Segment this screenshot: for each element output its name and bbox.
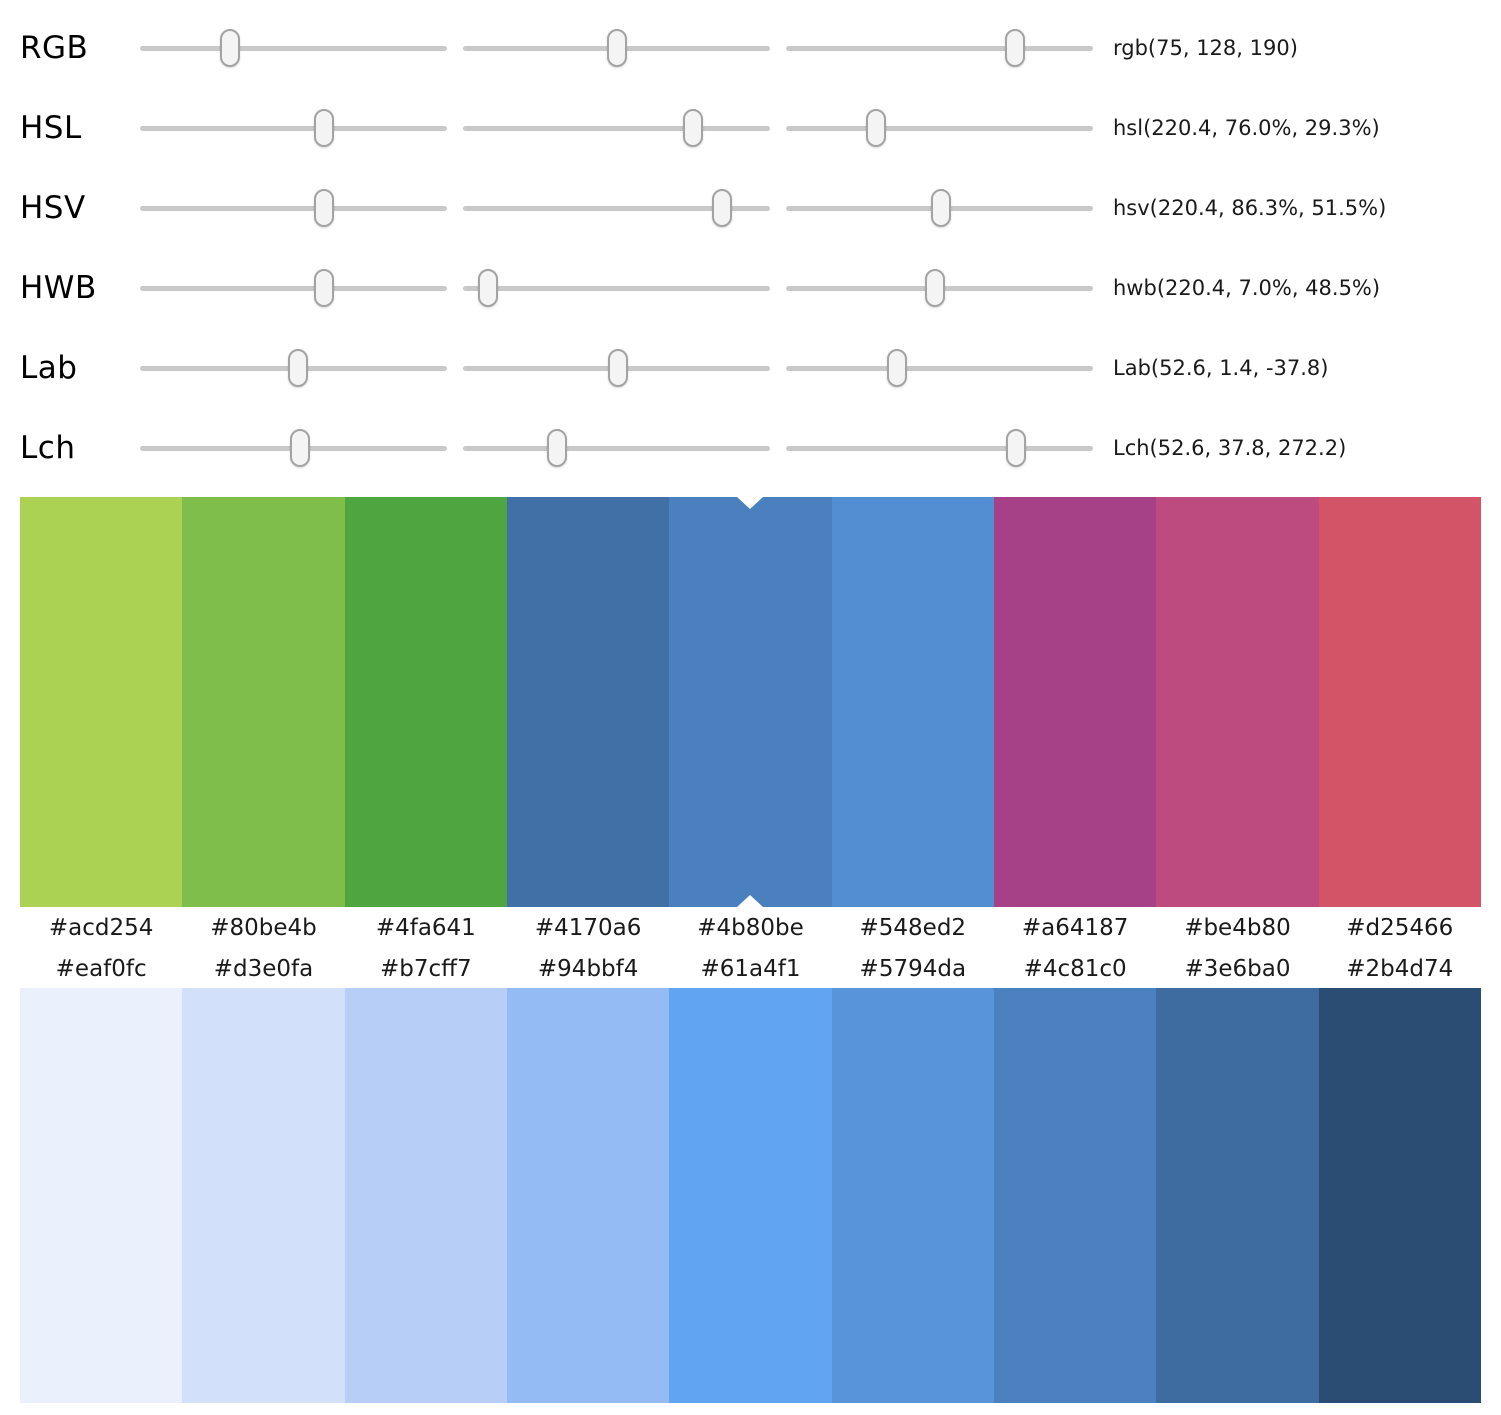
hex-label: #4170a6 xyxy=(534,915,642,941)
slider-track[interactable] xyxy=(786,366,1093,371)
slider-thumb[interactable] xyxy=(607,29,628,67)
harmony-swatch[interactable] xyxy=(831,497,994,907)
harmony-swatch[interactable] xyxy=(182,497,345,907)
slider-track[interactable] xyxy=(140,286,447,291)
slider-thumb[interactable] xyxy=(683,109,704,147)
colorspace-label-hwb: HWB xyxy=(20,270,97,306)
slider-thumb[interactable] xyxy=(314,269,335,307)
scale-swatch[interactable] xyxy=(506,988,670,1403)
colorspace-label-hsv: HSV xyxy=(20,190,86,226)
tint-shade-scale xyxy=(20,988,1481,1403)
slider-row-hwb: HWB hwb(220.4, 7.0%, 48.5%) xyxy=(0,248,1501,328)
slider-thumb[interactable] xyxy=(314,189,335,227)
color-value-hwb: hwb(220.4, 7.0%, 48.5%) xyxy=(1113,276,1381,300)
color-value-rgb: rgb(75, 128, 190) xyxy=(1113,36,1298,60)
scale-swatch[interactable] xyxy=(1156,988,1319,1403)
harmony-palette xyxy=(20,497,1481,907)
color-value-lab: Lab(52.6, 1.4, -37.8) xyxy=(1113,356,1329,380)
hex-label: #d25466 xyxy=(1346,915,1454,941)
slider-row-lch: Lch Lch(52.6, 37.8, 272.2) xyxy=(0,408,1501,488)
slider-thumb[interactable] xyxy=(886,349,907,387)
slider-thumb[interactable] xyxy=(289,429,310,467)
slider-thumb[interactable] xyxy=(220,29,241,67)
slider-thumb[interactable] xyxy=(314,109,335,147)
colorspace-label-lch: Lch xyxy=(20,430,76,466)
hex-label: #4fa641 xyxy=(375,915,476,941)
hex-label: #5794da xyxy=(859,955,967,982)
hex-label: #4c81c0 xyxy=(1023,955,1127,982)
slider-thumb[interactable] xyxy=(608,349,629,387)
harmony-swatch[interactable] xyxy=(1318,497,1481,907)
color-value-hsv: hsv(220.4, 86.3%, 51.5%) xyxy=(1113,196,1387,220)
slider-row-rgb: RGB rgb(75, 128, 190) xyxy=(0,8,1501,88)
hex-label: #3e6ba0 xyxy=(1184,955,1291,982)
scale-swatch[interactable] xyxy=(669,988,832,1403)
hex-label: #2b4d74 xyxy=(1346,955,1454,982)
harmony-swatch[interactable] xyxy=(993,497,1157,907)
hex-label: #4b80be xyxy=(697,915,804,941)
slider-thumb[interactable] xyxy=(288,349,309,387)
slider-track[interactable] xyxy=(463,206,770,211)
harmony-swatch[interactable] xyxy=(344,497,507,907)
hex-label: #94bbf4 xyxy=(537,955,639,982)
harmony-swatch[interactable] xyxy=(506,497,670,907)
slider-track[interactable] xyxy=(463,286,770,291)
colorspace-label-rgb: RGB xyxy=(20,30,89,66)
hex-label: #548ed2 xyxy=(859,915,967,941)
slider-row-hsv: HSV hsv(220.4, 86.3%, 51.5%) xyxy=(0,168,1501,248)
slider-track[interactable] xyxy=(463,446,770,451)
slider-thumb[interactable] xyxy=(1004,29,1025,67)
scale-swatch[interactable] xyxy=(831,988,994,1403)
hex-label: #d3e0fa xyxy=(213,955,314,982)
harmony-swatch[interactable] xyxy=(20,497,183,907)
slider-track[interactable] xyxy=(463,126,770,131)
slider-track[interactable] xyxy=(140,206,447,211)
slider-thumb[interactable] xyxy=(924,269,945,307)
color-value-lch: Lch(52.6, 37.8, 272.2) xyxy=(1113,436,1347,460)
slider-row-lab: Lab Lab(52.6, 1.4, -37.8) xyxy=(0,328,1501,408)
selection-notch-bottom-icon xyxy=(737,895,764,907)
slider-row-hsl: HSL hsl(220.4, 76.0%, 29.3%) xyxy=(0,88,1501,168)
scale-swatch[interactable] xyxy=(993,988,1157,1403)
slider-track[interactable] xyxy=(140,46,447,51)
hex-label: #a64187 xyxy=(1021,915,1129,941)
hex-label: #acd254 xyxy=(48,915,154,941)
slider-thumb[interactable] xyxy=(865,109,886,147)
selection-notch-top-icon xyxy=(737,497,764,509)
scale-swatch[interactable] xyxy=(344,988,507,1403)
scale-hex-labels: #eaf0fc #d3e0fa #b7cff7 #94bbf4 #61a4f1 … xyxy=(20,949,1481,988)
hex-label: #61a4f1 xyxy=(700,955,801,982)
scale-swatch[interactable] xyxy=(182,988,345,1403)
slider-track[interactable] xyxy=(786,446,1093,451)
hex-label: #80be4b xyxy=(210,915,317,941)
color-sliders-panel: RGB rgb(75, 128, 190) HSL hsl(220.4, xyxy=(0,8,1501,488)
scale-swatch[interactable] xyxy=(1318,988,1481,1403)
hex-label: #b7cff7 xyxy=(380,955,472,982)
harmony-swatch-selected[interactable] xyxy=(669,497,832,907)
colorspace-label-lab: Lab xyxy=(20,350,78,386)
slider-track[interactable] xyxy=(786,46,1093,51)
slider-track[interactable] xyxy=(786,126,1093,131)
scale-swatch[interactable] xyxy=(20,988,183,1403)
slider-thumb[interactable] xyxy=(712,189,733,227)
harmony-swatch[interactable] xyxy=(1156,497,1319,907)
color-value-hsl: hsl(220.4, 76.0%, 29.3%) xyxy=(1113,116,1380,140)
slider-thumb[interactable] xyxy=(546,429,567,467)
slider-thumb[interactable] xyxy=(1006,429,1027,467)
colorspace-label-hsl: HSL xyxy=(20,110,82,146)
slider-thumb[interactable] xyxy=(477,269,498,307)
slider-thumb[interactable] xyxy=(931,189,952,227)
slider-track[interactable] xyxy=(140,126,447,131)
hex-label: #eaf0fc xyxy=(55,955,147,982)
harmony-hex-labels: #acd254 #80be4b #4fa641 #4170a6 #4b80be … xyxy=(20,907,1481,949)
hex-label: #be4b80 xyxy=(1184,915,1291,941)
